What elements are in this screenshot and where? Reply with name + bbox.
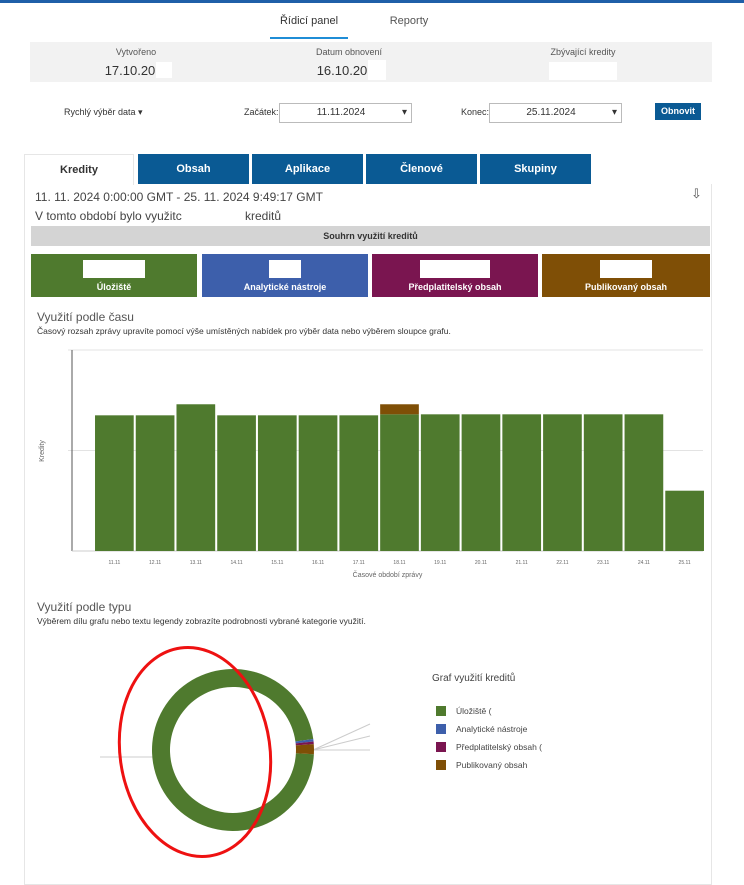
x-tick-label: 14.11 [230,560,242,566]
refresh-button[interactable]: Obnovit [655,103,701,120]
bar [298,415,338,551]
usage-card[interactable]: Předplatitelský obsah [372,254,538,297]
end-label: Konec: [461,107,490,117]
x-tick-label: 20.11 [475,560,487,566]
legend-title: Graf využití kreditů [432,672,515,684]
legend-label: Publikovaný obsah [456,760,528,770]
x-tick-label: 13.11 [190,560,202,566]
tab[interactable]: Kredity [24,154,134,185]
summary-value: 17.10.20 [104,63,156,78]
chart-title: Využití podle typu [37,600,132,614]
end-value: 25.11.2024 [526,107,576,118]
card-label: Úložiště [96,282,132,292]
x-tick-label: 22.11 [556,560,568,566]
end-select[interactable]: 25.11.2024 ▾ [489,103,622,123]
summary-label: Datum obnovení [315,47,383,57]
tab[interactable]: Skupiny [480,154,591,184]
redaction [368,60,386,80]
tab[interactable]: Členové [366,154,477,184]
redaction [83,260,145,278]
nav-tab[interactable]: Řídicí panel [270,15,348,39]
legend-swatch [436,742,446,752]
x-axis-label: Časové období zprávy [353,570,423,579]
usage-card[interactable]: Publikovaný obsah [542,254,710,297]
card-label: Předplatitelský obsah [408,282,502,292]
x-tick-label: 12.11 [149,560,161,566]
bar [583,414,623,551]
x-tick-label: 19.11 [434,560,446,566]
tab[interactable]: Aplikace [252,154,363,184]
start-label: Začátek: [244,107,279,117]
used-text: kreditů [245,209,282,223]
redaction [420,260,490,278]
summary-value: 16.10.20 [316,63,368,78]
period: 11. 11. 2024 0:00:00 GMT - 25. 11. 2024 … [35,190,323,204]
used-text: V tomto období bylo využitc [35,209,182,223]
bar [665,490,704,551]
donut-slice [152,668,314,831]
x-tick-label: 21.11 [516,560,528,566]
x-tick-label: 15.11 [271,560,283,566]
x-tick-label: 18.11 [393,560,405,566]
nav-tab[interactable]: Reporty [389,15,429,27]
bar [257,415,297,551]
start-select[interactable]: 11.11.2024 ▾ [279,103,412,123]
summary-header: Souhrn využití kreditů [31,226,710,246]
legend-swatch [436,724,446,734]
chart-subtitle: Časový rozsah zprávy upravíte pomocí výš… [37,326,451,336]
bar [420,414,460,551]
redaction [269,260,301,278]
donut-slice [295,741,314,746]
usage-card[interactable]: Úložiště [31,254,197,297]
tab[interactable]: Obsah [138,154,249,184]
chart-subtitle: Výběrem dílu grafu nebo textu legendy zo… [37,616,366,626]
quick-select-label: Rychlý výběr data [64,107,136,117]
leader-line [312,723,371,751]
donut-slice [295,739,314,744]
x-tick-label: 24.11 [638,560,650,566]
bar [217,415,256,551]
redaction [549,62,617,80]
legend-label: Úložiště ( [456,706,492,716]
redaction [600,260,652,278]
donut-slice [295,744,314,755]
chart-title: Využití podle času [37,310,134,324]
redaction [156,62,172,78]
top-bar [0,0,744,3]
y-axis-label: Kredity [39,440,46,462]
bar [543,414,582,551]
bar [95,415,134,551]
bar [135,415,175,551]
download-icon[interactable]: ⇩ [691,186,702,201]
x-tick-label: 16.11 [312,560,324,566]
bar [624,414,664,551]
quick-select[interactable]: Rychlý výběr data ▾ [64,107,143,117]
bar [339,415,379,551]
bar [461,414,501,551]
x-tick-label: 25.11 [679,560,691,566]
card-label: Publikovaný obsah [584,282,668,292]
summary-label: Vytvořeno [115,47,157,57]
usage-card[interactable]: Analytické nástroje [202,254,368,297]
leader-line [312,735,371,751]
bar [176,404,216,551]
bar [502,414,542,551]
bar [380,404,419,415]
summary-label: Zbývající kredity [550,47,616,57]
legend-label: Analytické nástroje [456,724,528,734]
x-tick-label: 23.11 [597,560,609,566]
start-value: 11.11.2024 [316,107,366,118]
legend-label: Předplatitelský obsah ( [456,742,542,752]
x-tick-label: 11.11 [108,560,120,566]
bar [380,414,419,551]
card-label: Analytické nástroje [243,282,327,292]
legend-swatch [436,760,446,770]
x-tick-label: 17.11 [353,560,365,566]
legend-swatch [436,706,446,716]
